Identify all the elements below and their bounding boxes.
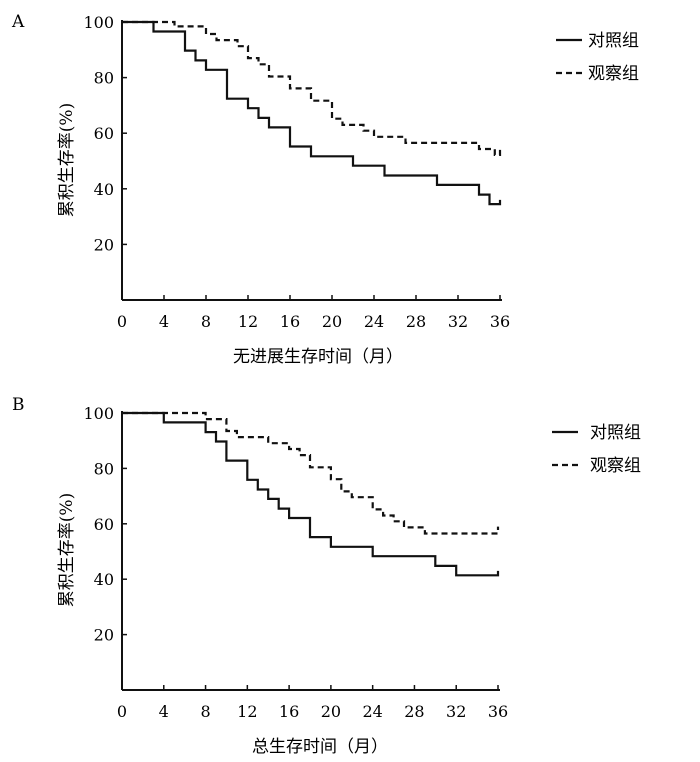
legend-label: 对照组 [588,31,639,51]
series-line-observation [122,411,500,535]
y-tick-label: 60 [94,124,114,143]
series-line-control [122,411,500,577]
y-tick-label: 60 [94,515,114,534]
y-axis-title: 累积生存率(%) [57,493,77,607]
x-tick-label: 8 [200,702,210,721]
series-line-control [122,20,502,206]
y-tick-label: 100 [83,404,114,423]
x-tick-label: 4 [159,312,169,331]
panel-label: B [12,395,25,415]
x-tick-label: 36 [490,312,510,331]
y-tick-label: 80 [94,69,114,88]
x-tick-label: 16 [279,702,299,721]
chart-panel-A: A 0 4 8 12 16 20 24 28 32 36 20 40 60 80 100 无进展生存时间（月） 累… [11,12,639,367]
x-tick-label: 28 [404,702,424,721]
y-tick-label: 40 [94,570,114,589]
y-tick-label: 80 [94,459,114,478]
x-tick-label: 20 [321,702,341,721]
x-tick-label: 28 [406,312,426,331]
y-tick-label: 100 [83,13,114,32]
legend-label: 对照组 [590,423,641,443]
x-tick-label: 24 [362,702,382,721]
panel-label: A [11,12,25,32]
legend-label: 观察组 [590,456,641,476]
y-tick-label: 20 [94,235,114,254]
x-tick-label: 4 [159,702,169,721]
x-tick-label: 32 [448,312,468,331]
y-tick-label: 20 [94,626,114,645]
series-line-observation [122,20,502,156]
y-axis-title: 累积生存率(%) [57,103,77,217]
y-tick-label: 40 [94,180,114,199]
x-tick-label: 20 [322,312,342,331]
x-tick-label: 16 [280,312,300,331]
x-tick-label: 24 [364,312,384,331]
legend-label: 观察组 [588,64,639,84]
x-axis-title: 无进展生存时间（月） [233,347,403,367]
x-tick-label: 12 [238,312,258,331]
chart-panel-B: B 0 4 8 12 16 20 24 28 32 36 20 40 60 80 100 总生存时间（月） 累积生… [12,395,641,757]
x-tick-label: 32 [446,702,466,721]
x-tick-label: 36 [488,702,508,721]
x-tick-label: 8 [201,312,211,331]
x-tick-label: 12 [237,702,257,721]
x-axis-title: 总生存时间（月） [252,737,388,757]
x-tick-label: 0 [117,702,127,721]
x-tick-label: 0 [117,312,127,331]
